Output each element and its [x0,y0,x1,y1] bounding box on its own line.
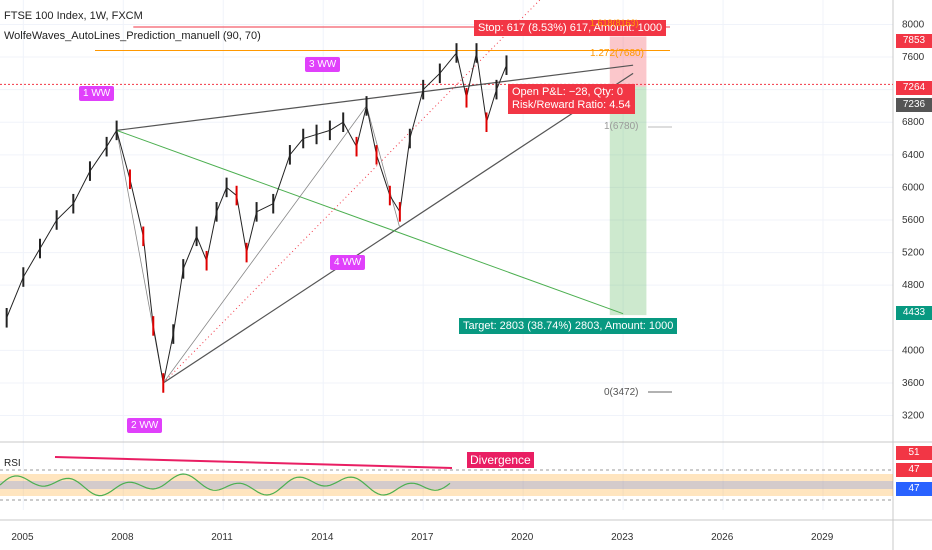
fib-label-1272: 1.272(7680) [590,48,644,59]
x-tick-label: 2008 [111,532,134,543]
x-tick-label: 2014 [311,532,334,543]
x-tick-label: 2026 [711,532,734,543]
y-tick-label: 3600 [902,378,925,389]
y-tick-label: 4800 [902,280,925,291]
wolfe-line-1-3 [116,64,634,131]
wave-label-2: 2 WW [127,418,163,433]
y-tick-label: 8000 [902,19,925,30]
indicator-title[interactable]: WolfeWaves_AutoLines_Prediction_manuell … [4,30,261,42]
wave-label-4: 4 WW [330,255,366,270]
rsi-title[interactable]: RSI [4,458,21,469]
fib-label-top: 1.618(8163) [590,18,639,28]
pnl-line-2: Risk/Reward Ratio: 4.54 [512,99,631,111]
y-tick-label: 4000 [902,345,925,356]
target-label[interactable]: Target: 2803 (38.74%) 2803, Amount: 1000 [459,318,678,334]
x-tick-label: 2023 [611,532,634,543]
pnl-box[interactable]: Open P&L: −28, Qty: 0 Risk/Reward Ratio:… [508,84,635,114]
y-tick-label: 6800 [902,117,925,128]
rsi-band-blue [0,481,893,489]
x-tick-label: 2011 [211,532,233,543]
fib-label-0: 0(3472) [604,387,639,398]
wolfe-target-line [116,129,624,315]
stop-price-badge: 7853 [896,34,932,48]
divergence-label: Divergence [467,452,534,468]
x-tick-label: 2020 [511,532,534,543]
x-tick-label: 2005 [11,532,34,543]
y-tick-label: 6000 [902,182,925,193]
x-tick-label: 2029 [811,532,834,543]
wolfe-line-2-4 [162,72,634,384]
stop-label[interactable]: Stop: 617 (8.53%) 617, Amount: 1000 [474,20,667,36]
wolfe-dotted-projection [162,0,541,384]
rsi-divergence-line [54,456,453,469]
rsi-high-badge: 51 [896,446,932,460]
y-tick-label: 3200 [902,411,925,422]
rsi-mid-badge: 47 [896,463,932,477]
symbol-title[interactable]: FTSE 100 Index, 1W, FXCM [4,10,143,22]
y-tick-label: 7600 [902,52,925,63]
target-price-badge: 4433 [896,306,932,320]
current-price-badge: 7264 [896,81,932,95]
reward-zone [609,86,647,316]
rsi-series [0,473,451,497]
wave-label-3: 3 WW [305,57,341,72]
wave-label-1: 1 WW [79,86,115,101]
pnl-line-1: Open P&L: −28, Qty: 0 [512,86,623,98]
rsi-band-orange [0,474,893,496]
fib-label-1: 1(6780) [604,121,639,132]
y-tick-label: 5600 [902,215,925,226]
risk-zone [609,36,647,87]
y-tick-label: 6400 [902,150,925,161]
rsi-blue-badge: 47 [896,482,932,496]
wolfe-zigzag [116,105,401,384]
entry-price-badge: 7236 [896,98,932,112]
y-tick-label: 5200 [902,248,925,259]
x-tick-label: 2017 [411,532,434,543]
